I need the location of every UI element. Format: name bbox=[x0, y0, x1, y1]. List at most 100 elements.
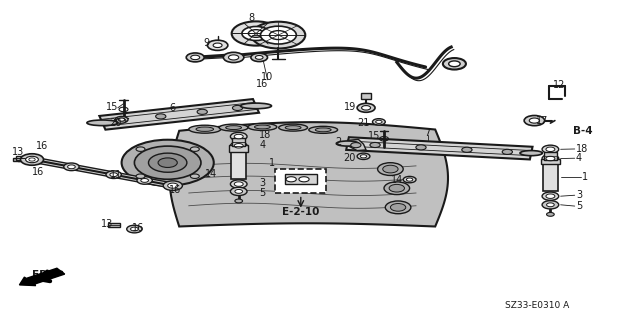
Text: 4: 4 bbox=[259, 140, 266, 150]
Circle shape bbox=[122, 140, 214, 186]
Circle shape bbox=[230, 180, 247, 188]
Circle shape bbox=[134, 146, 201, 179]
Circle shape bbox=[376, 120, 382, 123]
Text: 20: 20 bbox=[109, 118, 122, 128]
Text: 11: 11 bbox=[110, 170, 123, 181]
Circle shape bbox=[360, 155, 367, 158]
Text: 20: 20 bbox=[344, 152, 356, 163]
Bar bbox=[544, 152, 557, 160]
Polygon shape bbox=[347, 139, 366, 151]
Circle shape bbox=[542, 201, 559, 209]
Circle shape bbox=[384, 182, 410, 195]
Circle shape bbox=[110, 173, 118, 177]
Text: 21: 21 bbox=[358, 118, 370, 128]
Circle shape bbox=[64, 163, 79, 171]
Circle shape bbox=[228, 55, 239, 60]
Text: 6: 6 bbox=[170, 103, 176, 114]
Text: 14: 14 bbox=[205, 169, 218, 179]
Text: 13: 13 bbox=[12, 146, 24, 157]
Circle shape bbox=[213, 43, 222, 48]
Circle shape bbox=[357, 103, 375, 112]
Circle shape bbox=[207, 40, 228, 50]
Circle shape bbox=[251, 53, 268, 62]
Circle shape bbox=[232, 21, 280, 46]
Text: 12: 12 bbox=[552, 79, 565, 90]
Polygon shape bbox=[170, 122, 448, 226]
Text: 15: 15 bbox=[369, 130, 381, 141]
Circle shape bbox=[546, 147, 555, 152]
Bar bbox=[285, 174, 317, 184]
Circle shape bbox=[234, 182, 243, 186]
Text: 18: 18 bbox=[576, 144, 588, 154]
Circle shape bbox=[168, 183, 178, 188]
Text: 4: 4 bbox=[576, 153, 582, 163]
Circle shape bbox=[449, 61, 460, 67]
Text: 1: 1 bbox=[269, 158, 275, 168]
Circle shape bbox=[406, 178, 413, 181]
Circle shape bbox=[378, 163, 403, 175]
Circle shape bbox=[127, 225, 142, 233]
Circle shape bbox=[255, 56, 263, 59]
Circle shape bbox=[156, 114, 166, 119]
Text: 10: 10 bbox=[261, 71, 274, 82]
Bar bbox=[361, 93, 371, 99]
Text: 3: 3 bbox=[259, 178, 266, 189]
Text: 1: 1 bbox=[582, 172, 589, 182]
Text: 14: 14 bbox=[391, 174, 403, 185]
Circle shape bbox=[26, 156, 38, 163]
Ellipse shape bbox=[87, 120, 118, 126]
Circle shape bbox=[529, 118, 540, 123]
Ellipse shape bbox=[196, 127, 214, 131]
Circle shape bbox=[286, 177, 296, 182]
Circle shape bbox=[260, 26, 296, 44]
Circle shape bbox=[547, 203, 554, 207]
Circle shape bbox=[136, 147, 145, 152]
Circle shape bbox=[372, 119, 385, 125]
Circle shape bbox=[546, 156, 555, 161]
Circle shape bbox=[443, 58, 466, 70]
Circle shape bbox=[68, 165, 76, 169]
Ellipse shape bbox=[241, 103, 271, 109]
Ellipse shape bbox=[309, 126, 338, 133]
Text: 16: 16 bbox=[131, 223, 144, 234]
Ellipse shape bbox=[219, 124, 248, 131]
Circle shape bbox=[190, 174, 199, 178]
Text: 16: 16 bbox=[32, 167, 45, 177]
Text: 5: 5 bbox=[576, 201, 582, 211]
Circle shape bbox=[230, 142, 247, 150]
Ellipse shape bbox=[279, 124, 307, 131]
Text: SZ33-E0310 A: SZ33-E0310 A bbox=[506, 301, 570, 310]
Text: 17: 17 bbox=[536, 115, 548, 126]
Circle shape bbox=[148, 153, 187, 172]
Text: E-2-10: E-2-10 bbox=[282, 207, 319, 217]
Circle shape bbox=[546, 194, 555, 198]
Circle shape bbox=[390, 204, 406, 211]
Text: B-4: B-4 bbox=[573, 126, 593, 136]
Circle shape bbox=[403, 176, 416, 183]
Text: 19: 19 bbox=[344, 102, 356, 112]
Circle shape bbox=[524, 115, 545, 126]
FancyArrow shape bbox=[19, 268, 65, 286]
Circle shape bbox=[137, 177, 152, 184]
Bar bbox=[543, 163, 558, 191]
Bar bbox=[541, 159, 560, 164]
Circle shape bbox=[234, 134, 243, 139]
Polygon shape bbox=[30, 157, 175, 188]
Text: 8: 8 bbox=[248, 13, 255, 23]
Circle shape bbox=[230, 187, 247, 196]
Circle shape bbox=[542, 154, 559, 163]
Circle shape bbox=[389, 184, 404, 192]
Ellipse shape bbox=[316, 128, 331, 132]
Circle shape bbox=[362, 106, 371, 110]
Circle shape bbox=[106, 171, 122, 179]
Circle shape bbox=[136, 174, 145, 178]
Ellipse shape bbox=[285, 126, 301, 130]
Circle shape bbox=[191, 55, 200, 60]
Circle shape bbox=[242, 26, 270, 41]
Ellipse shape bbox=[337, 141, 359, 146]
Circle shape bbox=[232, 105, 243, 110]
Polygon shape bbox=[346, 137, 532, 160]
Circle shape bbox=[252, 22, 305, 48]
Text: 2: 2 bbox=[335, 137, 342, 147]
Ellipse shape bbox=[255, 125, 270, 129]
